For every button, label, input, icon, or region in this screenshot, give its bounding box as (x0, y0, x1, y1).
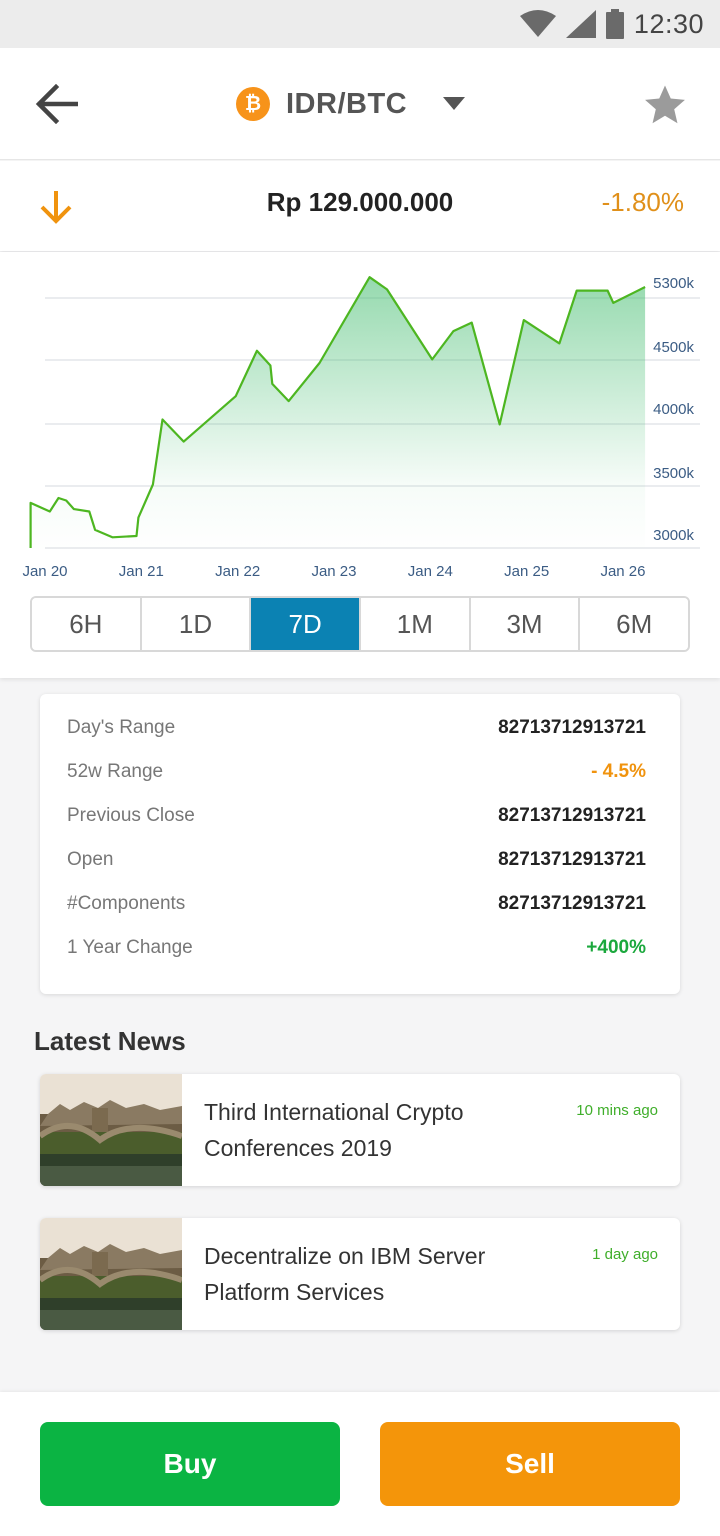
stat-label: Day's Range (67, 717, 176, 738)
news-time: 10 mins ago (576, 1102, 658, 1119)
arrow-left-icon (35, 84, 78, 124)
status-bar: 12:30 (0, 0, 720, 48)
pair-selector[interactable]: ₿ IDR/BTC (236, 80, 467, 128)
stat-label: 1 Year Change (67, 937, 193, 958)
price-change: -1.80% (601, 187, 684, 217)
tab-3m[interactable]: 3M (470, 598, 581, 650)
stat-value: 82713712913721 (498, 849, 646, 870)
stat-row: Open 82713712913721 (67, 838, 646, 882)
news-heading: Latest News (34, 1026, 186, 1056)
star-icon (645, 85, 685, 124)
x-tick-label: Jan 25 (504, 563, 549, 580)
news-title: Third International Crypto Conferences 2… (204, 1099, 464, 1161)
price-line (29, 276, 646, 548)
stat-value: 82713712913721 (498, 717, 646, 738)
pair-title: IDR/BTC (286, 87, 408, 120)
stat-label: Previous Close (67, 805, 195, 826)
y-tick-label: 4500k (653, 339, 694, 356)
tab-7d[interactable]: 7D (251, 598, 362, 650)
caret-down-icon (443, 97, 466, 110)
stat-row: Previous Close 82713712913721 (67, 794, 646, 838)
stat-value: +400% (586, 937, 646, 958)
tab-6m[interactable]: 6M (580, 598, 688, 650)
y-tick-label: 3000k (653, 527, 694, 544)
x-tick-label: Jan 20 (22, 563, 67, 580)
status-time: 12:30 (633, 8, 704, 39)
app-bar: ₿ IDR/BTC (0, 48, 720, 160)
stat-value: - 4.5% (591, 761, 646, 782)
favorite-button[interactable] (642, 82, 688, 128)
market-stats-card: Day's Range 82713712913721 52w Range - 4.5%… (40, 694, 680, 994)
x-tick-label: Jan 23 (311, 563, 356, 580)
bitcoin-icon: ₿ (236, 87, 270, 121)
news-item[interactable]: Decentralize on IBM Server Platform Serv… (40, 1218, 680, 1330)
time-range-tabs: 6H 1D 7D 1M 3M 6M (30, 596, 690, 652)
stat-row: #Components 82713712913721 (67, 882, 646, 926)
wifi-icon (519, 10, 556, 37)
news-time: 1 day ago (592, 1246, 658, 1263)
stat-row: 1 Year Change +400% (67, 926, 646, 970)
stat-row: Day's Range 82713712913721 (67, 706, 646, 750)
x-tick-label: Jan 21 (119, 563, 164, 580)
price-area (30, 277, 646, 552)
x-tick-label: Jan 26 (600, 563, 645, 580)
tab-6h[interactable]: 6H (32, 598, 142, 650)
stat-label: 52w Range (67, 761, 164, 782)
price-chart-card: 5300k 4500k 4000k 3500k 3000k Jan 20 Jan 21 Ja… (0, 252, 720, 678)
stat-label: Open (67, 849, 114, 870)
news-item[interactable]: Third International Crypto Conferences 2… (40, 1074, 680, 1186)
y-tick-label: 5300k (653, 275, 694, 292)
news-title: Decentralize on IBM Server Platform Serv… (204, 1243, 486, 1305)
signal-icon (565, 10, 596, 38)
price-summary: Rp 129.000.000 -1.80% (0, 161, 720, 251)
tab-1d[interactable]: 1D (141, 598, 252, 650)
price-chart: 5300k 4500k 4000k 3500k 3000k Jan 20 Jan 21 Ja… (22, 275, 700, 580)
battery-icon (605, 9, 624, 39)
stat-value: 82713712913721 (498, 805, 646, 826)
trade-actions-bar: Buy Sell (0, 1392, 720, 1536)
news-thumbnail-castle-bridge (40, 1074, 182, 1186)
buy-button[interactable]: Buy (40, 1422, 340, 1506)
tab-1m[interactable]: 1M (361, 598, 471, 650)
stat-value: 82713712913721 (498, 893, 646, 914)
back-button[interactable] (26, 76, 86, 132)
stat-label: #Components (67, 893, 186, 914)
arrow-down-icon (40, 191, 72, 224)
sell-button[interactable]: Sell (380, 1422, 680, 1506)
y-tick-label: 3500k (653, 465, 694, 482)
x-tick-label: Jan 22 (215, 563, 260, 580)
news-thumbnail-castle-bridge (40, 1218, 182, 1330)
y-tick-label: 4000k (653, 401, 694, 418)
x-tick-label: Jan 24 (408, 563, 453, 580)
current-price: Rp 129.000.000 (266, 187, 454, 217)
pair-dropdown-button[interactable] (441, 94, 467, 114)
stat-row: 52w Range - 4.5% (67, 750, 646, 794)
